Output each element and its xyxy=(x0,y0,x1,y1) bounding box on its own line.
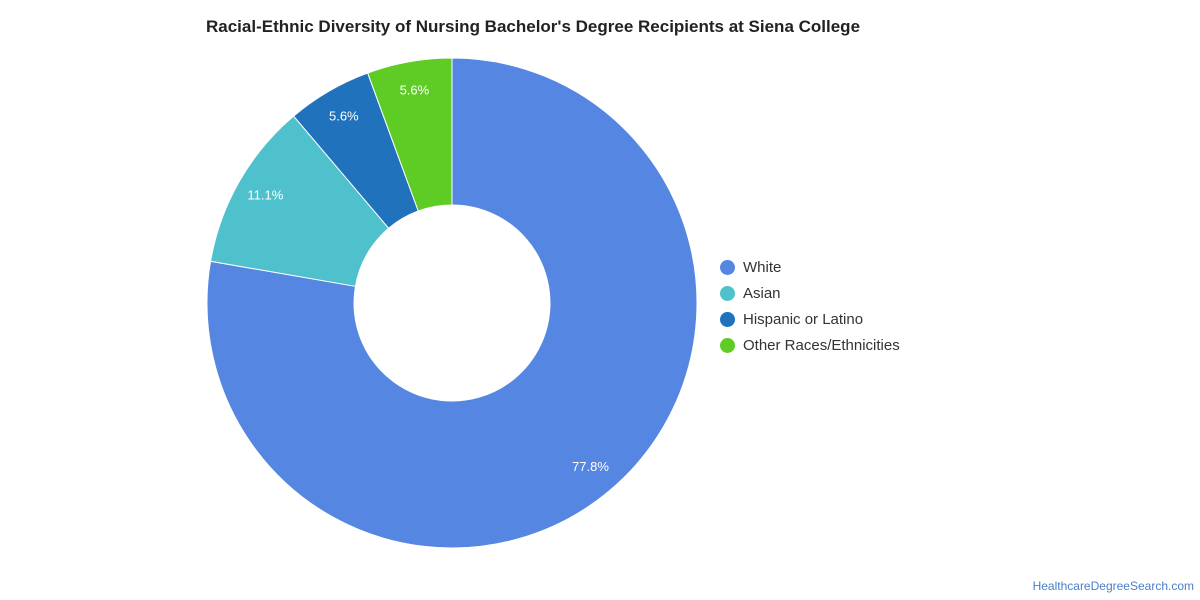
legend-label: Hispanic or Latino xyxy=(743,310,864,328)
slice-other-races-ethnicities[interactable] xyxy=(367,57,453,212)
legend-item[interactable]: Hispanic or Latino xyxy=(720,306,900,332)
source-link[interactable]: HealthcareDegreeSearch.com xyxy=(1032,579,1194,593)
slice-white[interactable] xyxy=(206,57,698,549)
legend-label: Asian xyxy=(743,284,781,302)
legend-label: White xyxy=(743,258,782,276)
slice-asian[interactable] xyxy=(209,115,390,287)
legend-item[interactable]: Other Races/Ethnicities xyxy=(720,332,900,358)
donut-slice-labels: 77.8% 11.1% 5.6% 5.6% xyxy=(247,83,609,474)
slice-label: 5.6% xyxy=(400,83,430,98)
legend-swatch xyxy=(720,311,735,327)
chart-legend: White Asian Hispanic or Latino Other Races/… xyxy=(720,254,900,358)
legend-label: Other Races/Ethnicities xyxy=(743,336,900,354)
legend-item[interactable]: Asian xyxy=(720,280,900,306)
donut-slices xyxy=(206,57,698,549)
legend-swatch xyxy=(720,285,735,301)
slice-label: 5.6% xyxy=(329,109,359,124)
chart-title: Racial-Ethnic Diversity of Nursing Bache… xyxy=(206,17,861,36)
legend-item[interactable]: White xyxy=(720,254,900,280)
slice-label: 77.8% xyxy=(572,459,609,474)
legend-swatch xyxy=(720,337,735,353)
legend-swatch xyxy=(720,259,735,275)
slice-label: 11.1% xyxy=(247,188,283,203)
